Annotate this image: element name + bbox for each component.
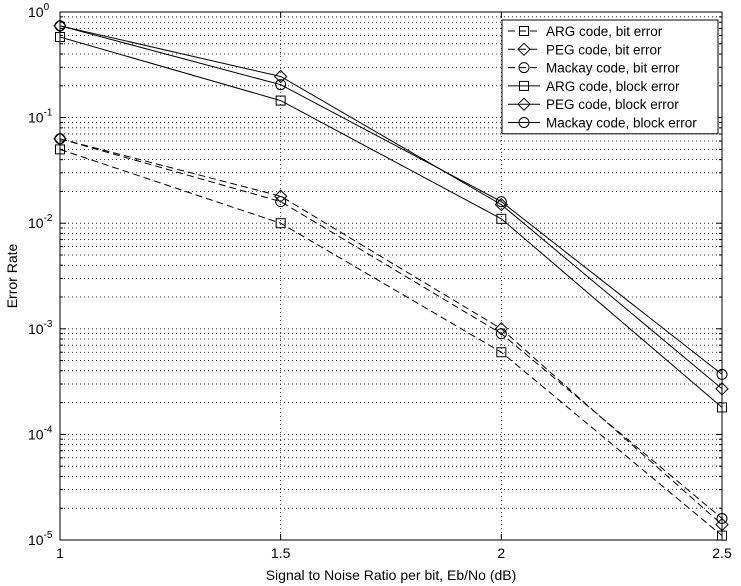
legend-entry: ARG code, bit error xyxy=(508,24,663,39)
series-circle-dashed xyxy=(54,133,728,524)
legend-label: ARG code, block error xyxy=(546,79,680,94)
legend-entry: Mackay code, block error xyxy=(508,116,697,131)
circle-marker xyxy=(275,196,287,208)
square-marker xyxy=(496,347,507,358)
axis-ticks xyxy=(59,12,723,541)
circle-marker xyxy=(518,117,530,128)
x-tick-label: 1.5 xyxy=(271,545,291,561)
square-marker xyxy=(519,80,529,91)
circle-marker xyxy=(275,79,287,91)
legend-label: PEG code, bit error xyxy=(546,42,662,57)
series-line xyxy=(59,25,723,390)
y-tick-label: 10-4 xyxy=(28,424,53,442)
x-tick-label: 2.5 xyxy=(712,545,732,561)
y-tick-label: 10-1 xyxy=(28,108,53,126)
diamond-marker xyxy=(517,97,531,111)
square-marker xyxy=(275,95,286,106)
series-diamond-dashed xyxy=(53,132,729,532)
legend-entry: Mackay code, bit error xyxy=(508,61,680,76)
diamond-marker xyxy=(517,42,531,57)
legend-box xyxy=(501,19,719,135)
x-axis-title: Signal to Noise Ratio per bit, Eb/No (dB… xyxy=(266,567,517,583)
legend: ARG code, bit error PEG code, bit error Ma… xyxy=(501,19,719,135)
plot-frame xyxy=(59,11,723,541)
series-line xyxy=(59,25,723,375)
circle-marker xyxy=(495,196,507,208)
legend-label: Mackay code, bit error xyxy=(546,61,680,76)
circle-marker xyxy=(518,62,530,74)
y-tick-labels: 100 10-1 10-2 10-3 10-4 10-5 xyxy=(28,2,53,548)
circle-marker xyxy=(495,328,507,340)
square-marker xyxy=(496,213,507,224)
y-axis-title: Error Rate xyxy=(4,244,20,309)
y-tick-label: 100 xyxy=(28,2,50,20)
diamond-marker xyxy=(273,189,288,203)
y-tick-label: 10-5 xyxy=(28,530,53,548)
x-tick-label: 1 xyxy=(56,545,64,561)
series-square-dashed xyxy=(55,144,727,541)
square-marker xyxy=(275,218,286,229)
x-tick-label: 2 xyxy=(497,545,505,561)
series-line xyxy=(59,36,723,408)
grid xyxy=(60,12,722,540)
y-tick-label: 10-2 xyxy=(28,213,53,231)
series-line xyxy=(59,138,723,519)
x-tick-labels: 1 1.5 2 2.5 xyxy=(56,545,732,561)
legend-entry: PEG code, bit error xyxy=(508,42,662,57)
y-tick-label: 10-3 xyxy=(28,319,53,337)
diamond-marker xyxy=(494,322,509,336)
diamond-marker xyxy=(273,69,288,84)
series-line xyxy=(59,138,723,525)
diamond-marker xyxy=(494,197,509,212)
series-line xyxy=(59,148,723,536)
legend-label: Mackay code, block error xyxy=(546,116,697,131)
legend-label: PEG code, block error xyxy=(546,97,679,112)
legend-entry: ARG code, block error xyxy=(508,79,680,94)
legend-entry: PEG code, block error xyxy=(508,97,679,112)
legend-label: ARG code, bit error xyxy=(546,24,663,39)
square-marker xyxy=(519,26,529,36)
